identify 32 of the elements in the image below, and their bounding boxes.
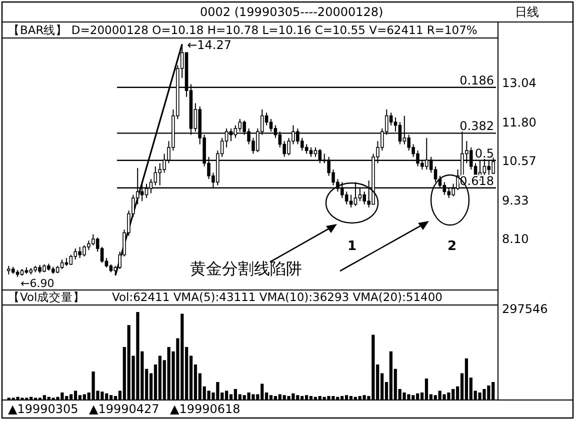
candlestick	[309, 146, 313, 158]
chart-title: 0002 (19990305----20000128)	[200, 5, 384, 19]
y-tick-label: 10.57	[502, 154, 536, 168]
annotation: 0.186	[460, 73, 494, 88]
y-tick-label: 9.33	[502, 193, 529, 208]
annotation: ←6.90	[20, 277, 54, 290]
candlestick	[344, 191, 348, 205]
annotation: ←14.27	[187, 38, 232, 52]
candlestick	[362, 191, 366, 205]
text: 297546	[502, 302, 548, 316]
candlestick	[314, 146, 318, 158]
text: 日线	[515, 5, 539, 19]
annotation: 0.5	[474, 146, 494, 160]
candlestick	[74, 248, 78, 260]
candlestick	[154, 166, 158, 186]
y-tick-label: 13.04	[502, 76, 536, 90]
annotation: 1	[347, 239, 357, 254]
candlestick	[349, 194, 353, 208]
text: ▲19990305	[8, 402, 78, 416]
candlestick	[69, 254, 73, 266]
y-tick-label: 11.80	[502, 115, 536, 130]
y-tick-label: 8.10	[502, 232, 529, 246]
text: ▲19990618	[170, 402, 240, 416]
chart-subtitle: 【BAR线】 D=20000128 O=10.18 H=10.78 L=10.16 C=10.55 V=62411 R=107%	[8, 23, 478, 37]
chart-title: 【Vol成交量】	[8, 290, 86, 304]
text: ▲19990427	[89, 402, 160, 416]
chart-subtitle: Vol:62411 VMA(5):43111 VMA(10):36293 VMA(20):51400	[112, 290, 442, 304]
candlestick	[304, 144, 308, 154]
annotation: 黄金分割线陷阱	[190, 259, 302, 278]
annotation: 2	[447, 239, 457, 254]
annotation: 0.382	[460, 119, 494, 134]
candlestick	[60, 259, 64, 270]
